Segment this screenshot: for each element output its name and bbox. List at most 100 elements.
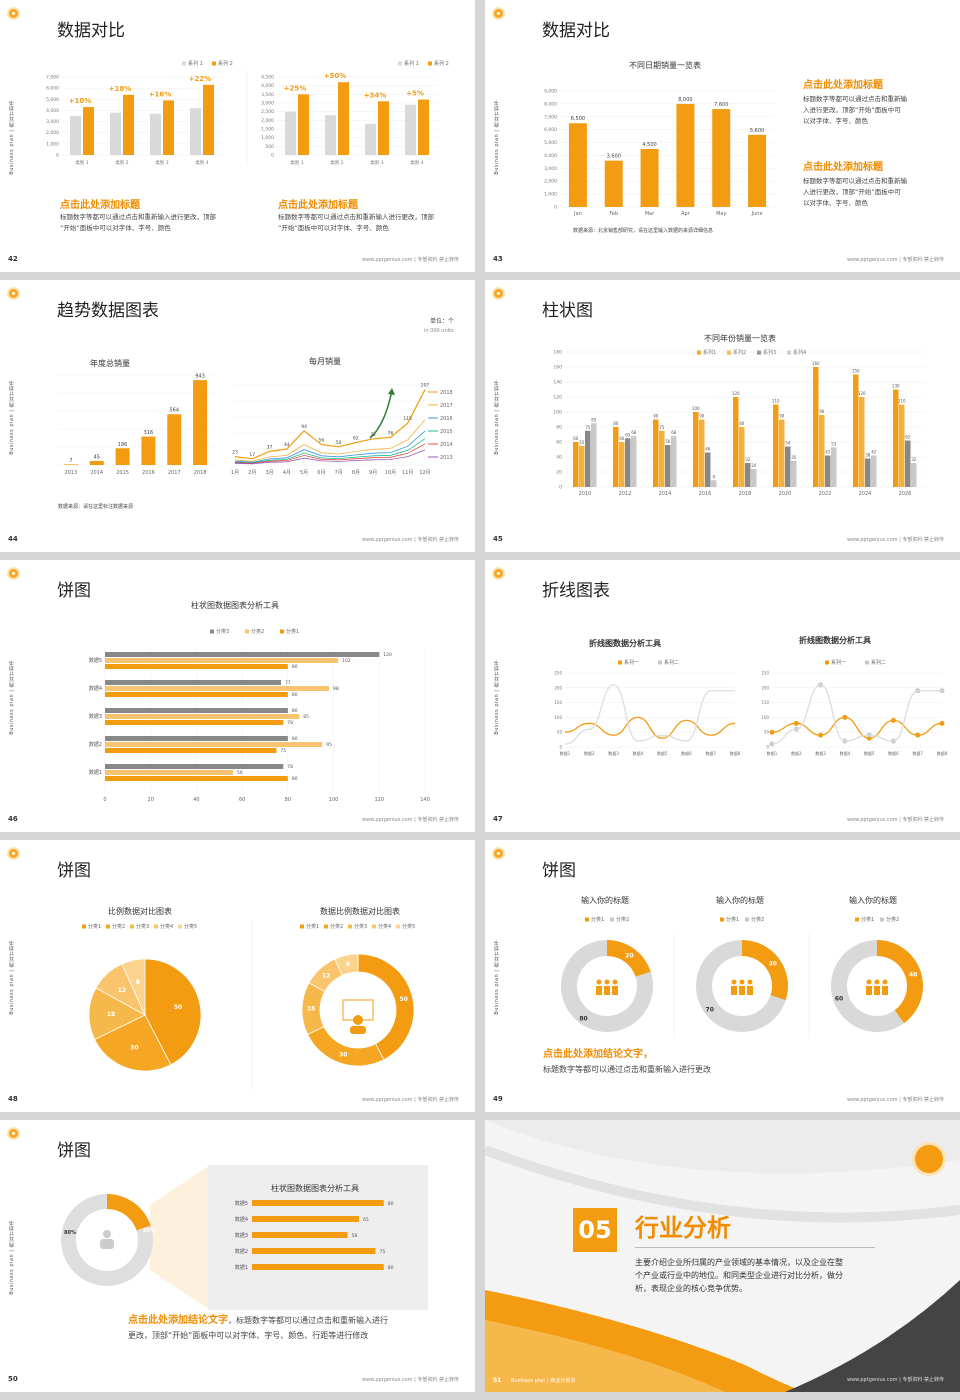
category-label: 数据4 <box>89 685 102 692</box>
bar <box>676 103 695 207</box>
data-label: 102 <box>342 658 351 664</box>
y-tick-label: 6,000 <box>544 127 557 133</box>
slide-46[interactable]: 饼图 Business plan | 商业计划书 柱状图数据图表分析工具 分类3… <box>0 560 475 832</box>
chart-title: 不同年份销量一览表 <box>704 334 776 343</box>
text-1: 标题数字等都可以通过点击和重新输 入进行更改，顶部“开始”面板中可 以对字体、字… <box>803 95 907 125</box>
data-label: 62 <box>905 435 911 440</box>
data-label: 95 <box>326 742 332 748</box>
donut-segment <box>61 1194 153 1286</box>
bar <box>252 1232 348 1238</box>
donut-segment <box>607 940 651 977</box>
data-label: 17 <box>249 452 255 458</box>
data-label: 80 <box>388 1265 394 1271</box>
data-label: 186 <box>118 442 128 448</box>
logo-icon <box>492 7 505 20</box>
x-tick-label: 数据8 <box>937 750 948 756</box>
bar-series1 <box>285 111 296 155</box>
vertical-text: Business plan | 商业计划书 <box>494 100 500 175</box>
pie-slice <box>307 1026 385 1067</box>
segment-label: 60 <box>835 995 843 1002</box>
data-label: 80 <box>739 421 745 426</box>
team-head-icon <box>731 979 737 985</box>
pie-slice <box>121 958 146 1016</box>
bar-series1 <box>653 419 659 487</box>
slide-42[interactable]: 数据对比 Business plan | 商业计划书 7,000 6,000 5,0… <box>0 0 475 272</box>
donut-segment <box>831 940 905 1032</box>
x-tick-label: 2013 <box>65 470 78 476</box>
bar-series1 <box>693 412 699 487</box>
x-tick-label: 数据3 <box>815 750 826 756</box>
slide-47[interactable]: 折线图表 Business plan | 商业计划书 折线图数据分析工具 折线图… <box>485 560 960 832</box>
legend-item-swatch <box>372 924 376 929</box>
chart1-title: 折线图数据分析工具 <box>589 639 661 648</box>
x-tick-label: 120 <box>375 797 385 803</box>
page-number: 47 <box>493 815 503 823</box>
bar-series3 <box>665 445 671 487</box>
x-tick-label: 2020 <box>779 491 792 497</box>
y-tick-label: 2,000 <box>46 130 59 136</box>
chart1-title: 比例数据对比图表 <box>108 907 172 916</box>
team-head-icon <box>739 979 745 985</box>
bar-series1 <box>893 389 899 487</box>
legend-item: 系列4 <box>793 349 806 356</box>
x-tick-label: 2018 <box>194 470 207 476</box>
data-label: 62 <box>353 435 359 441</box>
slide-49[interactable]: 饼图 Business plan | 商业计划书 输入你的标题 输入你的标题 输… <box>485 840 960 1112</box>
data-label: 7 <box>69 458 72 464</box>
legend-item: 系列二 <box>871 659 886 666</box>
pie-slice <box>88 987 146 1041</box>
legend-label: 2015 <box>440 429 453 435</box>
slice-label: 18 <box>107 1011 115 1018</box>
legend-label: 2017 <box>440 403 453 409</box>
footer: www.pptgenius.com | 专部资料·禁止转传 <box>361 257 459 263</box>
donut-segment <box>696 940 786 1032</box>
section-title: 行业分析 <box>635 1214 731 1242</box>
person-body-icon <box>350 1026 366 1034</box>
bar <box>105 652 380 657</box>
x-tick-label: 数据2 <box>791 750 802 756</box>
divider <box>635 1247 875 1248</box>
legend-series1-swatch <box>182 61 186 66</box>
percent-label: +50% <box>324 72 347 80</box>
x-tick-label: 2016 <box>699 491 712 497</box>
bar-series4 <box>591 423 597 487</box>
slice-label: 50 <box>399 996 407 1003</box>
y-tick-label: 0 <box>559 485 562 491</box>
data-label: 46 <box>705 447 711 452</box>
bar-series1 <box>613 427 619 487</box>
y-tick-label: 150 <box>554 700 562 705</box>
slide-51[interactable]: 05 行业分析 主要介绍企业所归属的产业领域的基本情况，以及企业在整 个产业或行… <box>485 1120 960 1392</box>
legend-item: 分类1 <box>861 916 874 923</box>
slice-label: 8 <box>136 979 140 986</box>
slide-44[interactable]: 趋势数据图表 Business plan | 商业计划书 单位：个 in 000… <box>0 280 475 552</box>
y-tick-label: 150 <box>761 700 769 705</box>
slide-title: 饼图 <box>542 861 576 881</box>
x-tick-label: 100 <box>329 797 339 803</box>
slide-45[interactable]: 柱状图 Business plan | 商业计划书 不同年份销量一览表 系列1 系… <box>485 280 960 552</box>
bar-series1 <box>405 104 416 155</box>
bar <box>252 1200 384 1206</box>
logo-icon <box>492 847 505 860</box>
x-tick-label: 2010 <box>579 491 592 497</box>
legend-series1-swatch <box>398 61 402 66</box>
slide-50[interactable]: 饼图 Business plan | 商业计划书 20% 80% 数据5 80 数据4 6… <box>0 1120 475 1392</box>
data-label: 564 <box>169 408 179 414</box>
slide-48[interactable]: 饼图 Business plan | 商业计划书 比例数据对比图表 数据比例数据… <box>0 840 475 1112</box>
data-label: 37 <box>267 445 273 451</box>
team-body-icon <box>604 986 610 995</box>
team-body-icon <box>739 986 745 995</box>
y-tick-label: 2,500 <box>261 109 274 115</box>
slice-label: 12 <box>118 987 126 994</box>
data-label: 56 <box>665 439 671 444</box>
data-label: 56 <box>237 770 243 776</box>
bar-series4 <box>791 460 797 487</box>
y-tick-label: 0 <box>766 745 769 750</box>
x-tick-label: 数据4 <box>633 750 644 756</box>
legend-item-swatch <box>658 660 662 665</box>
team-body-icon <box>612 986 618 995</box>
legend-series1: 系列 1 <box>188 60 203 67</box>
slide-43[interactable]: 数据对比 Business plan | 商业计划书 不同日期销量一览表 9,0… <box>485 0 960 272</box>
bar <box>105 714 300 719</box>
y-tick-label: 50 <box>557 730 563 735</box>
chart-title: 柱状图数据图表分析工具 <box>271 1184 359 1193</box>
